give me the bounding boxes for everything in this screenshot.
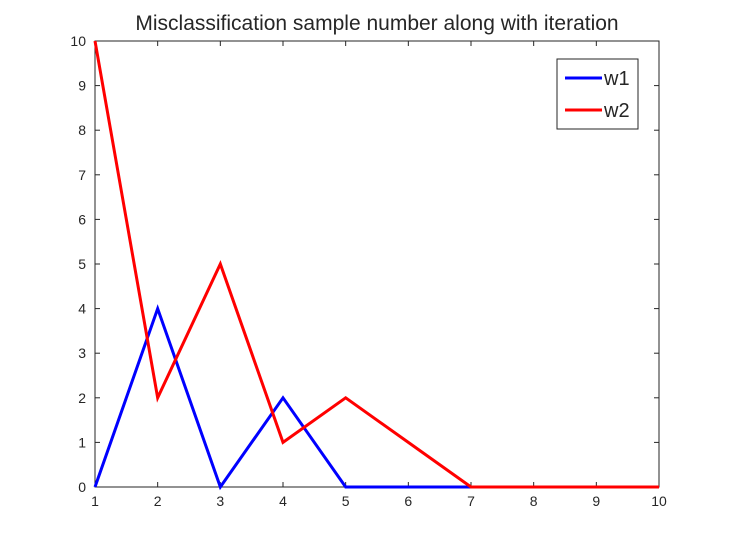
y-tick-label: 7	[78, 167, 86, 183]
y-tick-label: 4	[78, 301, 86, 317]
y-tick-label: 8	[78, 122, 86, 138]
x-tick-label: 1	[91, 493, 99, 509]
y-tick-label: 1	[78, 434, 86, 450]
y-tick-label: 0	[78, 479, 86, 495]
series-line-w2	[93, 40, 659, 489]
y-tick-label: 6	[78, 211, 86, 227]
y-tick-label: 9	[78, 78, 86, 94]
x-tick-label: 2	[154, 493, 162, 509]
y-tick-label: 3	[78, 345, 86, 361]
chart-title: Misclassification sample number along wi…	[135, 12, 618, 35]
x-tick-label: 8	[530, 493, 538, 509]
x-tick-label: 10	[651, 493, 667, 509]
x-tick-label: 4	[279, 493, 287, 509]
legend-label-w2: w2	[603, 100, 630, 122]
x-tick-label: 7	[467, 493, 475, 509]
x-tick-label: 5	[342, 493, 350, 509]
y-tick-label: 5	[78, 256, 86, 272]
legend-label-w1: w1	[603, 68, 630, 90]
y-tick-label: 10	[70, 33, 86, 49]
x-tick-label: 6	[404, 493, 412, 509]
x-tick-label: 3	[216, 493, 224, 509]
x-tick-label: 9	[592, 493, 600, 509]
y-tick-label: 2	[78, 390, 86, 406]
legend-box	[556, 58, 639, 130]
